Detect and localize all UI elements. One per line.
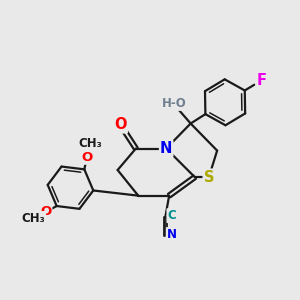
Text: O: O [40, 205, 51, 218]
Text: C: C [167, 209, 176, 222]
Text: H-O: H-O [161, 97, 186, 110]
Text: S: S [204, 169, 214, 184]
Text: F: F [256, 73, 266, 88]
Text: CH₃: CH₃ [21, 212, 45, 225]
Text: CH₃: CH₃ [78, 137, 102, 150]
Text: N: N [167, 228, 177, 241]
Text: N: N [160, 141, 172, 156]
Text: O: O [81, 151, 92, 164]
Text: O: O [114, 118, 127, 133]
